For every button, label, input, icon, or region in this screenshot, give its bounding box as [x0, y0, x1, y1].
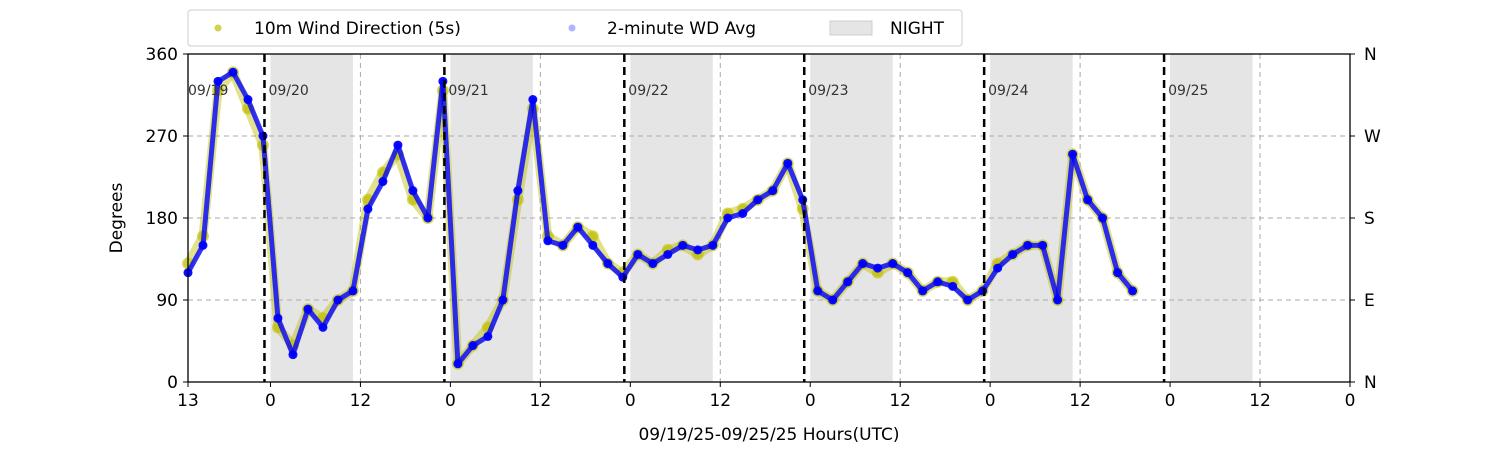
series-1-segment-13: [380, 142, 401, 185]
day-label-3: 09/22: [628, 83, 668, 99]
series-1-segment-58: [1055, 151, 1076, 303]
x-tick-label-10: 12: [1069, 391, 1091, 411]
series-1-segment-5: [260, 133, 281, 321]
x-tick-label-0: 13: [177, 391, 199, 411]
series-1-segment-20: [485, 297, 506, 339]
legend-label-night: NIGHT: [890, 19, 945, 39]
series-1-segment-35: [710, 215, 731, 248]
legend-label-wind-5s: 10m Wind Direction (5s): [254, 19, 461, 39]
series-layer: [182, 66, 1139, 370]
series-1-segment-14: [395, 142, 416, 194]
right-y-tick-label-2: S: [1364, 209, 1375, 229]
series-1-segment-0: [185, 242, 206, 276]
legend: 10m Wind Direction (5s) 2-minute WD Avg …: [187, 9, 963, 47]
legend-marker-2min-avg: [568, 24, 576, 32]
series-1-segment-57: [1040, 242, 1061, 303]
x-tick-label-4: 12: [530, 391, 552, 411]
night-band-3: [810, 54, 893, 382]
y-tick-label-2: 180: [146, 209, 178, 229]
series-1-segment-39: [770, 160, 791, 194]
x-axis-title: 09/19/25-09/25/25 Hours(UTC): [638, 425, 899, 445]
series-1-segment-12: [365, 179, 386, 212]
x-tick-label-6: 12: [709, 391, 731, 411]
series-1-segment-11: [350, 206, 371, 294]
y-axis-title: Degrees: [107, 182, 127, 253]
series-1-segment-21: [500, 188, 521, 303]
day-label-6: 09/25: [1168, 83, 1208, 99]
x-tick-label-12: 12: [1249, 391, 1271, 411]
series-1-segment-3: [230, 69, 251, 103]
x-tick-label-2: 12: [350, 391, 372, 411]
x-tick-label-5: 0: [625, 391, 636, 411]
series-1-segment-22: [515, 97, 536, 194]
series-1-point-63: [1128, 286, 1138, 296]
x-tick-label-11: 0: [1165, 391, 1176, 411]
day-label-5: 09/24: [988, 83, 1028, 99]
series-1-segment-7: [290, 306, 311, 358]
grid-layer: [188, 54, 1350, 382]
day-label-4: 09/23: [808, 83, 848, 99]
y-tick-label-1: 90: [156, 291, 178, 311]
series-1-segment-61: [1100, 215, 1121, 276]
night-band-5: [1170, 54, 1253, 382]
series-1-segment-59: [1070, 151, 1091, 203]
series-1-segment-17: [440, 78, 461, 367]
series-1-segment-4: [245, 97, 266, 139]
x-tick-label-7: 0: [805, 391, 816, 411]
night-band-4: [990, 54, 1073, 382]
series-1-segment-40: [785, 160, 806, 203]
x-tick-label-13: 0: [1345, 391, 1356, 411]
legend-box: [187, 9, 963, 47]
series-1-segment-29: [620, 251, 641, 280]
y-tick-label-3: 270: [146, 127, 178, 147]
x-tick-label-1: 0: [265, 391, 276, 411]
x-tick-label-8: 12: [889, 391, 911, 411]
night-shading-layer: [270, 54, 1253, 382]
right-y-tick-label-1: E: [1364, 291, 1375, 311]
right-y-tick-label-3: W: [1364, 127, 1381, 147]
series-1-segment-9: [320, 297, 341, 330]
midnight-lines-layer: [263, 54, 1166, 382]
day-label-2: 09/21: [448, 83, 488, 99]
legend-marker-wind-5s: [214, 24, 222, 32]
x-tick-label-3: 0: [445, 391, 456, 411]
right-y-tick-label-0: N: [1364, 373, 1377, 393]
series-1-segment-1: [200, 78, 221, 248]
day-label-1: 09/20: [268, 83, 308, 99]
night-band-2: [630, 54, 713, 382]
series-1-segment-23: [530, 97, 551, 244]
series-1-segment-16: [425, 78, 446, 221]
day-labels-layer: 09/19 09/20 09/21 09/22 09/23 09/24 09/25: [188, 83, 1208, 99]
legend-marker-night: [829, 20, 873, 36]
series-1: [183, 67, 1138, 369]
series-1-segment-15: [410, 188, 431, 221]
legend-label-2min-avg: 2-minute WD Avg: [607, 19, 756, 39]
day-label-0: 09/19: [188, 83, 228, 99]
x-tick-label-9: 0: [985, 391, 996, 411]
y-tick-label-4: 360: [146, 45, 178, 65]
right-y-tick-label-4: N: [1364, 45, 1377, 65]
series-1-segment-6: [275, 315, 296, 358]
y-tick-label-0: 0: [167, 373, 178, 393]
series-1-segment-53: [980, 265, 1001, 294]
